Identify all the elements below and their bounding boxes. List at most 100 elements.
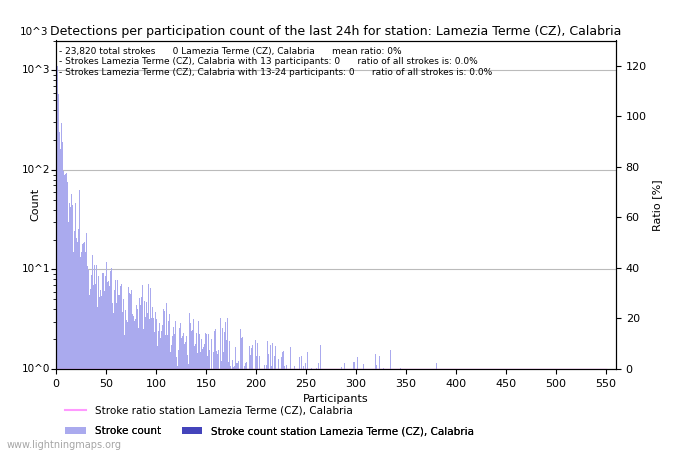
Bar — [435, 364, 437, 450]
Bar — [263, 365, 265, 450]
Bar — [59, 132, 60, 450]
Bar — [81, 244, 83, 450]
Bar — [151, 307, 153, 450]
Stroke ratio station Lamezia Terme (CZ), Calabria — [537, 366, 545, 372]
Bar — [102, 273, 104, 450]
Title: Detections per participation count of the last 24h for station: Lamezia Terme (C: Detections per participation count of th… — [50, 25, 622, 38]
Bar — [234, 347, 235, 450]
Bar — [283, 351, 284, 450]
Bar — [160, 331, 162, 450]
Bar — [395, 374, 396, 450]
Bar — [76, 242, 78, 450]
Bar — [99, 290, 101, 450]
Bar — [270, 366, 272, 450]
Bar — [67, 222, 69, 450]
Bar — [144, 317, 146, 450]
Bar — [123, 334, 125, 450]
Bar — [318, 378, 319, 450]
Bar — [241, 337, 242, 450]
Bar — [132, 316, 134, 450]
Text: www.lightningmaps.org: www.lightningmaps.org — [7, 440, 122, 450]
Bar — [137, 328, 139, 450]
Bar — [120, 284, 122, 450]
Bar — [424, 376, 426, 450]
Y-axis label: Count: Count — [31, 188, 41, 221]
Bar — [221, 328, 223, 450]
Bar — [176, 366, 178, 450]
Bar — [374, 354, 375, 450]
Bar — [158, 324, 160, 450]
Bar — [101, 296, 102, 450]
Bar — [377, 376, 379, 450]
Bar — [206, 356, 207, 450]
Bar — [382, 368, 384, 450]
Bar — [199, 352, 200, 450]
Bar — [242, 371, 244, 450]
Bar — [94, 265, 95, 450]
Bar — [74, 203, 76, 450]
Text: 10^0: 10^0 — [22, 364, 50, 374]
Bar — [367, 369, 368, 450]
Bar — [150, 318, 151, 450]
Bar — [64, 175, 66, 450]
Bar — [228, 341, 230, 450]
Bar — [190, 331, 192, 450]
Bar — [246, 369, 248, 450]
Bar — [181, 337, 183, 450]
Bar — [265, 365, 267, 450]
Bar — [62, 171, 64, 450]
Bar — [249, 355, 251, 450]
Bar — [290, 378, 291, 450]
Bar — [200, 339, 202, 450]
X-axis label: Participants: Participants — [303, 394, 369, 404]
Bar — [134, 319, 136, 450]
Bar — [185, 342, 186, 450]
Bar — [153, 332, 155, 450]
Bar — [106, 283, 108, 450]
Bar — [113, 290, 115, 450]
Bar — [340, 367, 342, 450]
Bar — [251, 345, 253, 450]
Bar — [389, 350, 391, 450]
Bar — [410, 374, 412, 450]
Bar — [183, 344, 185, 450]
Bar — [104, 276, 106, 450]
Bar — [141, 285, 143, 450]
Legend: Stroke ratio station Lamezia Terme (CZ), Calabria: Stroke ratio station Lamezia Terme (CZ),… — [61, 402, 356, 420]
Bar — [197, 321, 199, 450]
Stroke ratio station Lamezia Terme (CZ), Calabria — [264, 366, 272, 372]
Bar — [330, 377, 332, 450]
Bar — [230, 371, 232, 450]
Text: 10^1: 10^1 — [22, 265, 50, 274]
Bar — [207, 334, 209, 450]
Stroke ratio station Lamezia Terme (CZ), Calabria — [303, 366, 312, 372]
Bar — [139, 305, 141, 450]
Bar — [304, 363, 305, 450]
Bar — [256, 343, 258, 450]
Bar — [66, 182, 67, 450]
Bar — [92, 284, 94, 450]
Bar — [88, 295, 90, 450]
Text: 10^2: 10^2 — [22, 165, 50, 175]
Bar — [216, 354, 218, 450]
Legend: Stroke count, Stroke count station Lamezia Terme (CZ), Calabria: Stroke count, Stroke count station Lamez… — [61, 422, 478, 440]
Bar — [311, 368, 312, 450]
Bar — [146, 313, 148, 450]
Bar — [202, 347, 204, 450]
Bar — [300, 356, 302, 450]
Bar — [109, 271, 111, 450]
Bar — [136, 309, 137, 450]
Bar — [193, 346, 195, 450]
Bar — [356, 357, 358, 450]
Bar — [302, 365, 304, 450]
Stroke ratio station Lamezia Terme (CZ), Calabria — [93, 366, 102, 372]
Bar — [129, 292, 130, 450]
Bar — [116, 280, 118, 450]
Bar — [225, 340, 227, 450]
Bar — [69, 207, 71, 450]
Bar — [125, 320, 127, 450]
Bar — [272, 378, 274, 450]
Stroke ratio station Lamezia Terme (CZ), Calabria — [602, 366, 610, 372]
Bar — [421, 374, 423, 450]
Bar — [214, 329, 216, 450]
